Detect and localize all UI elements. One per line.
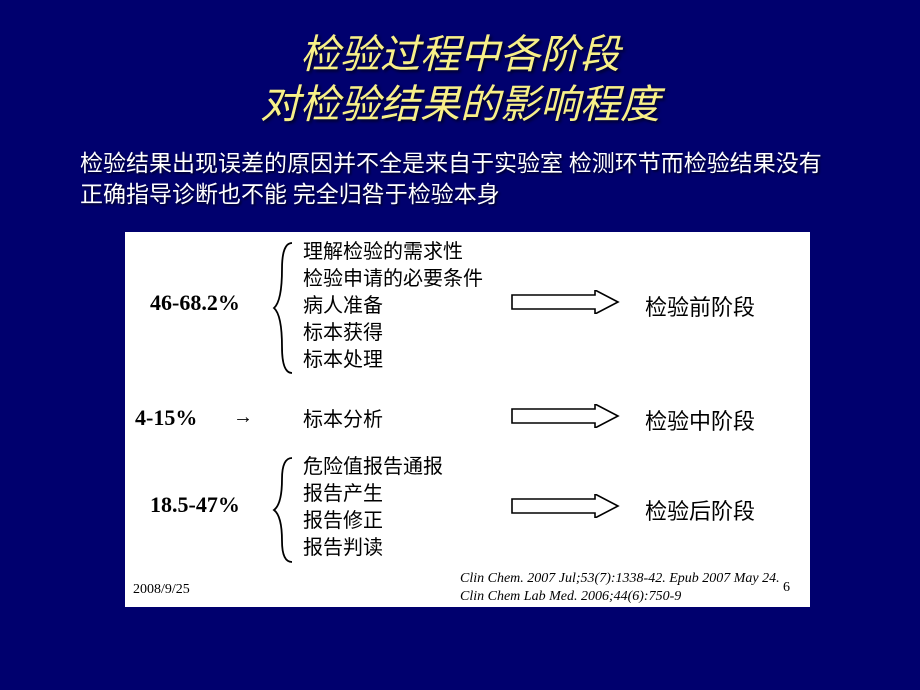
item: 报告判读 — [303, 535, 443, 562]
item: 标本获得 — [303, 320, 483, 347]
title-line-1: 检验过程中各阶段 — [300, 32, 620, 77]
item: 危险值报告通报 — [303, 454, 443, 481]
phase-mid: 检验中阶段 — [645, 404, 755, 436]
percent-mid: 4-15% — [135, 405, 197, 431]
phase-post: 检验后阶段 — [645, 494, 755, 526]
percent-pre: 46-68.2% — [150, 290, 240, 316]
item: 标本处理 — [303, 347, 483, 374]
brace-icon — [270, 239, 298, 377]
diagram-panel: 46-68.2% 理解检验的需求性 检验申请的必要条件 病人准备 标本获得 标本… — [125, 232, 810, 607]
item: 报告产生 — [303, 481, 443, 508]
page-number: 6 — [783, 580, 790, 596]
item: 理解检验的需求性 — [303, 239, 483, 266]
phase-pre: 检验前阶段 — [645, 290, 755, 322]
slide-subtitle: 检验结果出现误差的原因并不全是来自于实验室 检测环节而检验结果没有正确指导诊断也… — [0, 130, 920, 210]
arrow-icon — [510, 290, 620, 314]
citation-block: Clin Chem. 2007 Jul;53(7):1338-42. Epub … — [460, 570, 780, 605]
item: 检验申请的必要条件 — [303, 266, 483, 293]
diagram-date: 2008/9/25 — [133, 582, 190, 598]
brace-icon — [270, 454, 298, 566]
items-mid: 标本分析 — [303, 407, 383, 434]
item: 标本分析 — [303, 407, 383, 434]
slide-title: 检验过程中各阶段 对检验结果的影响程度 — [0, 0, 920, 130]
items-pre: 理解检验的需求性 检验申请的必要条件 病人准备 标本获得 标本处理 — [303, 239, 483, 374]
arrow-icon — [510, 404, 620, 428]
citation-line: Clin Chem Lab Med. 2006;44(6):750-9 — [460, 588, 780, 606]
small-arrow-icon: → — [233, 406, 253, 429]
citation-line: Clin Chem. 2007 Jul;53(7):1338-42. Epub … — [460, 570, 780, 588]
item: 报告修正 — [303, 508, 443, 535]
title-line-2: 对检验结果的影响程度 — [260, 82, 660, 127]
items-post: 危险值报告通报 报告产生 报告修正 报告判读 — [303, 454, 443, 562]
percent-post: 18.5-47% — [150, 492, 240, 518]
item: 病人准备 — [303, 293, 483, 320]
arrow-icon — [510, 494, 620, 518]
